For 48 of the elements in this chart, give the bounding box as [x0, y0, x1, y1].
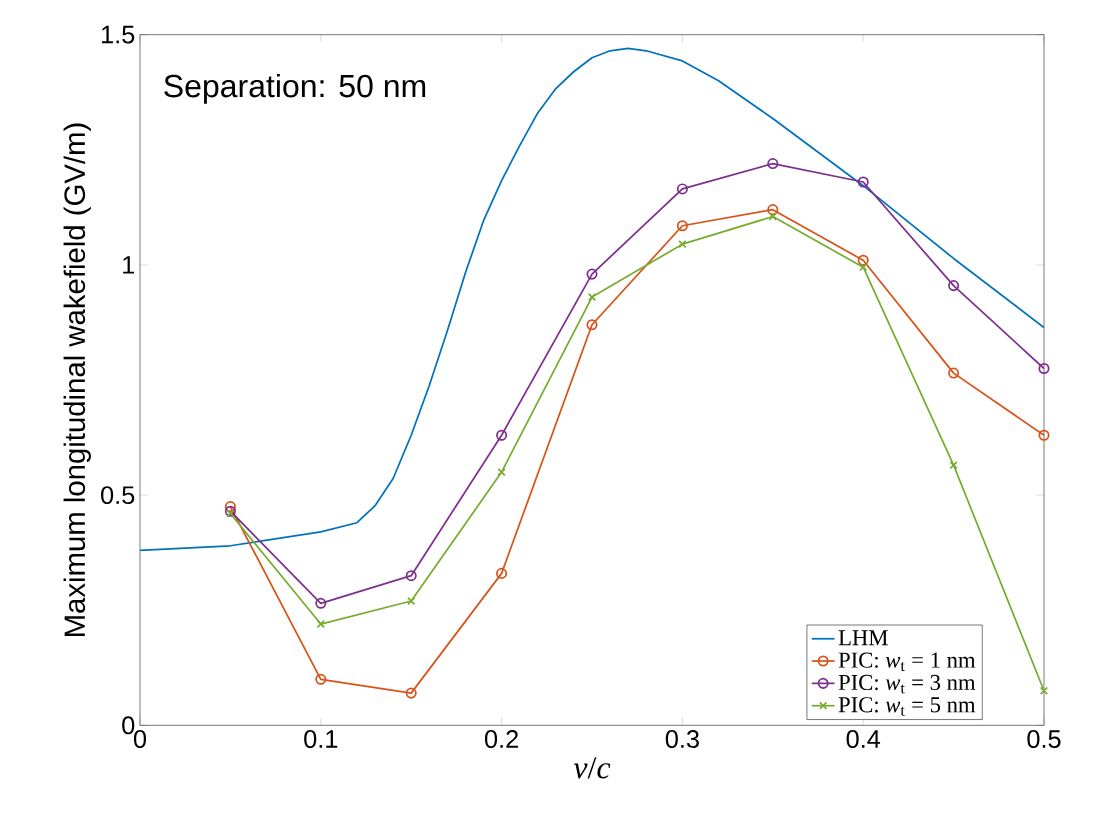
- x-tick-label: 0: [133, 730, 147, 748]
- point: [678, 240, 687, 249]
- legend-label: PIC: w$_{t}$ = 1 nm: [838, 652, 976, 672]
- point: [497, 467, 506, 477]
- point: [857, 176, 869, 188]
- y-tick-label: 1: [123, 256, 135, 274]
- point: [949, 461, 958, 470]
- point: [1038, 362, 1050, 375]
- point: [315, 597, 327, 609]
- point: [676, 220, 688, 232]
- point: [859, 263, 868, 272]
- point: [407, 596, 416, 606]
- point: [768, 212, 777, 221]
- x-tick-label: 0.2: [484, 730, 518, 748]
- point: [316, 619, 325, 629]
- y-tick-label: 0: [122, 716, 135, 735]
- y-axis-title: Maximum longitudinal wakefield (GV/m): [63, 123, 91, 636]
- point: [224, 501, 236, 513]
- point: [587, 292, 597, 302]
- x-tick-label: 0.1: [304, 730, 338, 748]
- point: [315, 673, 327, 685]
- point: [496, 429, 508, 441]
- point: [767, 158, 779, 170]
- point: [1038, 429, 1050, 441]
- point: [224, 505, 236, 517]
- y-tick-label: 1.5: [102, 25, 135, 44]
- x-axis-title: v/c: [573, 757, 611, 779]
- point: [948, 367, 960, 379]
- point: [405, 687, 417, 699]
- point: [226, 509, 235, 518]
- legend-label: PIC: w$_{t}$ = 3 nm: [838, 674, 976, 694]
- point: [586, 319, 598, 331]
- point: [948, 280, 960, 292]
- legend-label: PIC: w$_{t}$ = 5 nm: [838, 697, 976, 716]
- point: [405, 570, 417, 582]
- x-tick-label: 0.5: [1027, 730, 1061, 748]
- x-tick-label: 0.4: [846, 730, 881, 748]
- point: [1039, 686, 1049, 695]
- point: [676, 183, 688, 195]
- annotation: Separation: 50 nm: [164, 73, 426, 104]
- point: [496, 567, 508, 579]
- legend-label: LHM: [838, 630, 888, 646]
- point: [767, 204, 779, 216]
- y-tick-label: 0.5: [101, 486, 135, 505]
- line-series: [140, 47, 1044, 552]
- point: [586, 268, 598, 280]
- point: [857, 254, 869, 266]
- x-tick-label: 0.3: [665, 730, 699, 748]
